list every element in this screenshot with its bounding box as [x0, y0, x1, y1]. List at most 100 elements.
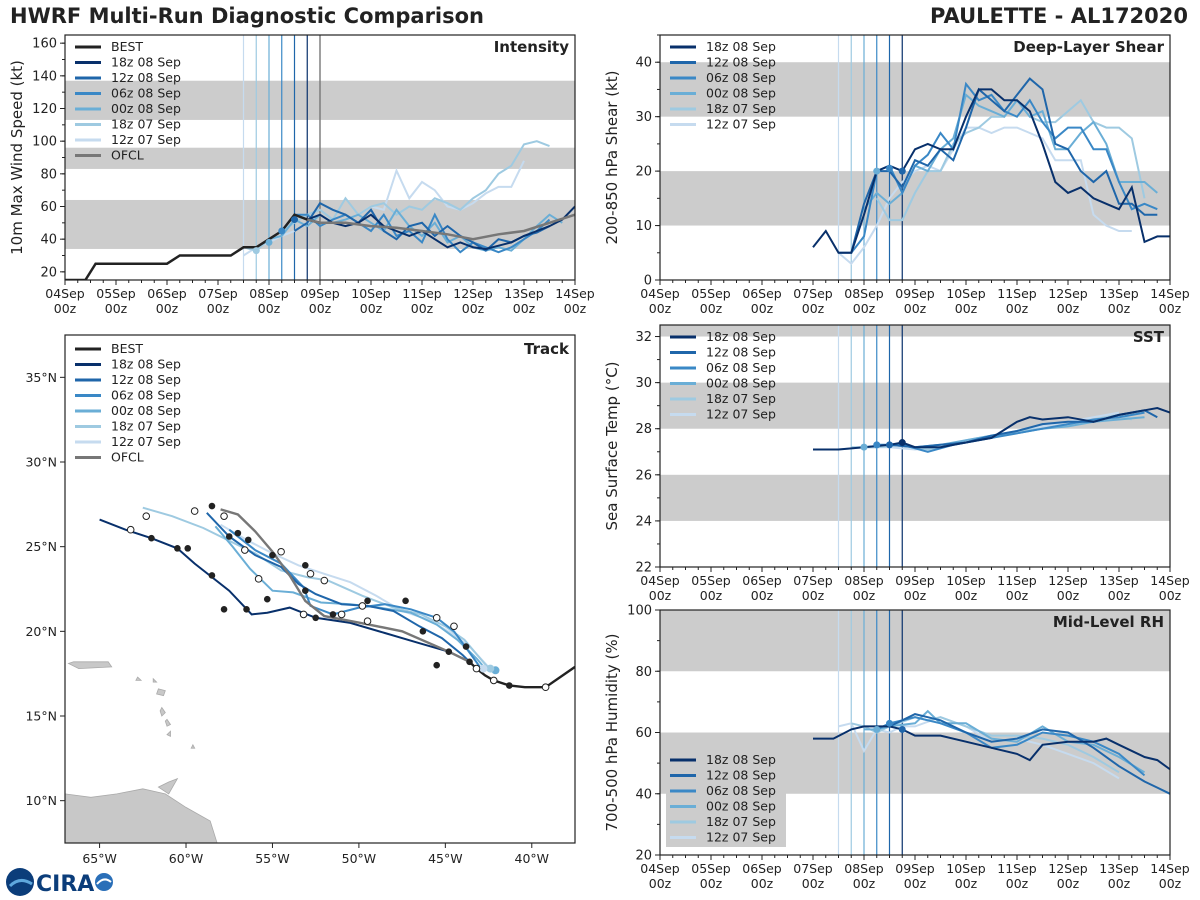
track-marker-filled — [466, 659, 473, 666]
legend-label: 12z 08 Sep — [111, 372, 181, 387]
x-tick-label: 05Sep — [691, 573, 731, 588]
x-tick-label: 05Sep — [691, 286, 731, 301]
track-marker-open — [143, 513, 150, 520]
init-point — [861, 444, 868, 451]
track-marker-open — [473, 665, 480, 672]
x-tick-label: 14Sep — [555, 286, 595, 301]
y-tick-label: 20 — [635, 165, 652, 180]
x-tick-label: 07Sep — [793, 286, 833, 301]
init-point — [253, 247, 260, 254]
track-marker-open — [451, 623, 458, 630]
track-line-ofcl — [221, 509, 470, 661]
x-tick-label: 07Sep — [793, 573, 833, 588]
x-tick-label-hour: 00z — [955, 876, 978, 891]
panel-title: Mid-Level RH — [1053, 613, 1164, 631]
x-tick-label-hour: 00z — [105, 301, 128, 316]
init-point — [886, 441, 893, 448]
x-tick-label-hour: 00z — [411, 301, 434, 316]
legend-label: BEST — [111, 341, 143, 356]
legend-label: 06z 08 Sep — [706, 70, 776, 85]
track-marker-open — [364, 618, 371, 625]
legend-label: 12z 07 Sep — [706, 830, 776, 845]
track-marker-open — [359, 603, 366, 610]
x-tick-label-hour: 00z — [54, 301, 77, 316]
init-point — [899, 168, 906, 175]
y-tick-label: 120 — [32, 102, 57, 117]
x-tick-label: 08Sep — [844, 861, 884, 876]
track-marker-filled — [402, 598, 409, 605]
x-tick-label: 11Sep — [997, 286, 1037, 301]
y-tick-label: 100 — [32, 135, 57, 150]
legend-label: BEST — [111, 39, 143, 54]
track-marker-open — [338, 611, 345, 618]
x-tick-label: 14Sep — [1150, 573, 1190, 588]
track-marker-filled — [209, 503, 216, 510]
track-marker-filled — [330, 611, 337, 618]
x-tick-label: 13Sep — [1099, 286, 1139, 301]
y-tick-label: 15°N — [25, 709, 57, 724]
init-point — [266, 239, 273, 246]
legend-label: 00z 08 Sep — [706, 86, 776, 101]
x-tick-label: 05Sep — [96, 286, 136, 301]
track-marker-filled — [445, 648, 452, 655]
legend-label: 06z 08 Sep — [111, 86, 181, 101]
x-tick-label: 12Sep — [1048, 861, 1088, 876]
x-tick-label-hour: 00z — [1057, 876, 1080, 891]
y-tick-label: 35°N — [25, 370, 57, 385]
track-marker-open — [127, 526, 134, 533]
track-marker-filled — [226, 533, 233, 540]
x-tick-label-hour: 00z — [649, 301, 672, 316]
x-tick-label-hour: 00z — [649, 588, 672, 603]
legend-label: 12z 08 Sep — [706, 345, 776, 360]
panel-rh: 2040608010004Sep00z05Sep00z06Sep00z07Sep… — [603, 604, 1190, 892]
init-point — [873, 726, 880, 733]
x-tick-label-hour: 00z — [1006, 301, 1029, 316]
track-marker-filled — [302, 587, 309, 594]
x-tick-label-hour: 00z — [564, 301, 587, 316]
land-shape — [69, 662, 112, 669]
track-marker-open — [278, 548, 285, 555]
panel-sst: 22242628303204Sep00z05Sep00z06Sep00z07Se… — [603, 325, 1190, 603]
x-tick-label-hour: 00z — [700, 588, 723, 603]
y-tick-label: 160 — [32, 37, 57, 52]
legend-label: 00z 08 Sep — [111, 403, 181, 418]
x-tick-label: 06Sep — [742, 286, 782, 301]
panel-shear: 01020304004Sep00z05Sep00z06Sep00z07Sep00… — [603, 35, 1190, 316]
x-tick-label: 06Sep — [147, 286, 187, 301]
x-tick-label-hour: 00z — [1057, 588, 1080, 603]
y-axis-label: 700-500 hPa Humidity (%) — [603, 633, 621, 831]
legend-label: 18z 08 Sep — [706, 752, 776, 767]
track-marker-filled — [463, 643, 470, 650]
y-tick-label: 25°N — [25, 539, 57, 554]
panel-title: SST — [1133, 328, 1165, 346]
x-tick-label: 14Sep — [1150, 286, 1190, 301]
y-tick-label: 26 — [635, 468, 652, 483]
x-tick-label: 40°W — [515, 851, 550, 866]
x-tick-label-hour: 00z — [700, 301, 723, 316]
x-tick-label: 10Sep — [946, 573, 986, 588]
track-init-point — [479, 665, 487, 673]
y-tick-label: 40 — [40, 233, 57, 248]
x-tick-label: 11Sep — [997, 573, 1037, 588]
x-tick-label: 13Sep — [1099, 861, 1139, 876]
y-tick-label: 60 — [635, 726, 652, 741]
land-shape — [136, 677, 141, 680]
land-shape — [160, 708, 165, 717]
init-point — [899, 439, 906, 446]
legend-label: 06z 08 Sep — [706, 783, 776, 798]
logo-text: CIRA — [36, 872, 94, 897]
track-marker-open — [191, 508, 198, 515]
land-shape — [153, 679, 156, 682]
x-tick-label-hour: 00z — [904, 588, 927, 603]
track-marker-open — [300, 611, 307, 618]
legend-label: 18z 07 Sep — [706, 391, 776, 406]
y-tick-label: 10°N — [25, 793, 57, 808]
track-marker-filled — [209, 572, 216, 579]
y-tick-label: 80 — [40, 167, 57, 182]
track-marker-open — [321, 577, 328, 584]
track-marker-filled — [364, 598, 371, 605]
land-shape — [191, 745, 195, 748]
y-axis-label: Sea Surface Temp (°C) — [603, 361, 621, 530]
x-tick-label: 12Sep — [1048, 573, 1088, 588]
panel-intensity: 2040608010012014016004Sep00z05Sep00z06Se… — [8, 35, 595, 316]
